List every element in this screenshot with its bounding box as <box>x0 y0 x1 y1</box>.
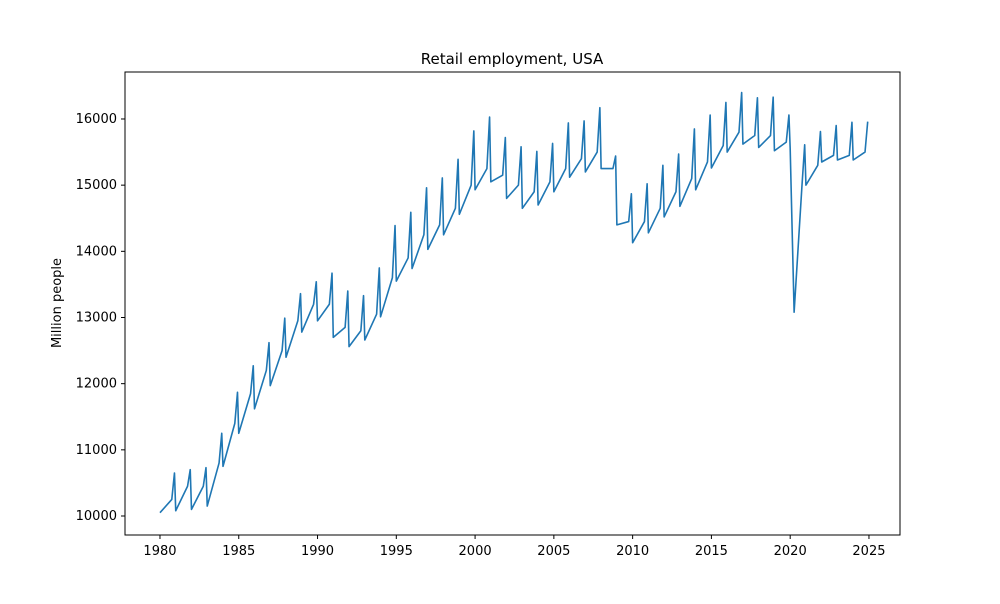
y-tick-label: 16000 <box>76 112 117 127</box>
x-tick-label: 2015 <box>695 544 728 559</box>
x-tick-label: 1980 <box>143 544 176 559</box>
x-tick-label: 2010 <box>616 544 649 559</box>
plot-frame <box>124 71 901 536</box>
x-tick-label: 2025 <box>852 544 885 559</box>
y-tick-label: 12000 <box>76 377 117 392</box>
chart-title: Retail employment, USA <box>421 50 604 68</box>
x-tick-label: 2020 <box>774 544 807 559</box>
line-series <box>159 91 869 514</box>
x-tick-label: 1985 <box>222 544 255 559</box>
y-tick-label: 11000 <box>76 443 117 458</box>
x-tick-label: 1990 <box>301 544 334 559</box>
x-tick-label: 1995 <box>380 544 413 559</box>
y-tick-label: 14000 <box>76 244 117 259</box>
y-tick-label: 10000 <box>76 509 117 524</box>
y-tick-label: 13000 <box>76 310 117 325</box>
x-tick-label: 2000 <box>459 544 492 559</box>
y-tick-label: 15000 <box>76 178 117 193</box>
y-axis-label: Million people <box>50 258 65 348</box>
x-tick-label: 2005 <box>537 544 570 559</box>
